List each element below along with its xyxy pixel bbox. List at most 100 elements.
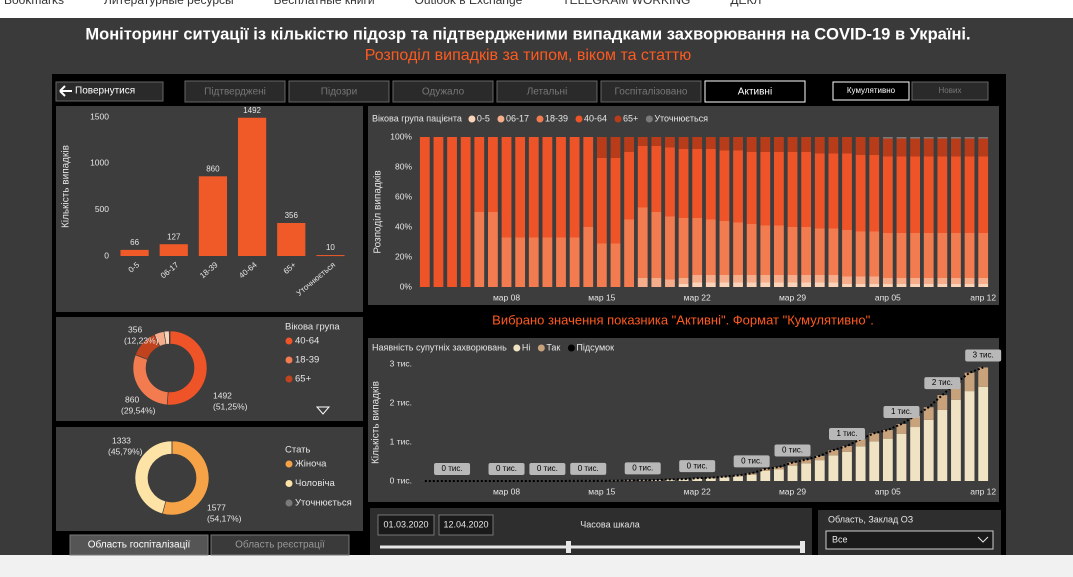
bar-segment [923,137,934,139]
bar-segment [869,276,880,284]
mode-toggle[interactable] [832,81,910,101]
mode-label: Кумулятивно [847,86,896,95]
bar-segment [774,275,784,283]
bookmark[interactable]: Литературные ресурсы [104,0,234,7]
bar-segment [869,284,880,287]
slice-value-label: 1492 [213,390,232,400]
bar-segment [951,137,961,139]
bar-segment [855,137,866,155]
timeline-handle[interactable] [800,541,805,553]
bar-segment [678,284,689,287]
bar-segment [746,473,757,475]
bar-segment [746,152,757,224]
page-title: Моніторинг ситуації із кількістю підозр … [85,25,970,43]
tab-label: Підозри [321,87,357,98]
bar-segment [705,478,716,481]
tab[interactable] [184,80,286,103]
bar [316,255,345,257]
bar-segment [882,284,893,287]
bookmark[interactable]: Bookmarks [4,0,64,7]
panel [56,317,363,421]
bar-segment [910,156,920,233]
bar-segment [923,156,934,233]
bar-segment [828,282,839,287]
bar-segment [678,278,689,284]
legend-label: 40-64 [584,113,607,123]
filter-dropdown[interactable] [825,530,994,550]
bar-segment [678,479,689,481]
bottom-strip [0,555,1073,577]
bar-segment [801,137,812,152]
y-tick-label: 80% [395,161,412,171]
legend-label: 40-64 [295,336,319,347]
bar-segment [923,138,934,157]
bar-segment [774,469,784,481]
bar-segment [651,278,662,287]
bar [120,249,149,256]
bar-value-label: 127 [167,232,181,241]
bar-segment [869,441,880,481]
bar-segment [937,278,948,284]
mode-toggle[interactable] [911,81,989,101]
bookmark[interactable]: ДЕКЛ [730,0,761,7]
bar-segment [651,212,662,278]
bar-segment [705,477,716,479]
bar-segment [978,284,989,287]
bar-segment [882,278,893,284]
map-tab[interactable] [69,534,209,556]
tab[interactable] [600,80,702,103]
value-label-box [624,462,661,475]
bar-segment [692,478,703,481]
bar-segment [882,429,893,439]
bar-segment [719,275,730,283]
bar-segment [910,278,920,284]
bar-segment [951,399,961,481]
date-box[interactable] [377,514,435,536]
bar-segment [896,138,907,157]
bar-segment [910,415,920,428]
legend-scroll-arrow[interactable] [315,406,331,415]
y-tick-label: 0 тис. [390,475,412,485]
date-box[interactable] [438,514,494,536]
bar-segment [964,138,975,157]
value-label-box [774,444,811,457]
tab[interactable] [392,80,494,103]
bar-segment [828,450,839,456]
bar-segment [923,407,934,420]
bar-segment [842,451,852,481]
tab[interactable] [496,80,598,103]
legend-label: 65+ [295,374,312,385]
bar-segment [719,282,730,287]
bar-segment [937,137,948,139]
map-tab[interactable] [210,534,350,556]
bar-segment [964,233,975,278]
bar-segment [692,137,703,149]
back-button[interactable] [55,81,164,102]
bar-segment [828,228,839,275]
bar-segment [419,137,430,287]
bar-segment [774,225,784,275]
bar-segment [910,138,920,157]
bar-segment [801,463,812,481]
legend-marker [645,115,653,123]
bookmark[interactable]: Бесплатные книги [274,0,375,7]
bar-value-label: 860 [206,164,220,173]
timeline-handle[interactable] [566,541,571,553]
y-tick-label: 1500 [90,111,109,121]
legend-label: Уточнюється [295,498,352,509]
bar-segment [528,237,539,287]
bookmark[interactable]: Outlook в Exchange [415,0,523,7]
bar-segment [937,284,948,287]
tab[interactable] [704,80,806,103]
bar-segment [951,138,961,157]
x-tick-label: апр 05 [875,486,901,496]
value-label-box [883,405,920,418]
y-axis-title: Розподіл випадків [373,170,384,253]
bar-segment [951,284,961,287]
bookmark[interactable]: TELEGRAM WORKING [562,0,690,7]
bar-segment [787,462,798,466]
value-label-box [570,462,607,475]
tab[interactable] [288,80,390,103]
legend-marker [285,499,293,507]
bar-segment [719,476,730,478]
